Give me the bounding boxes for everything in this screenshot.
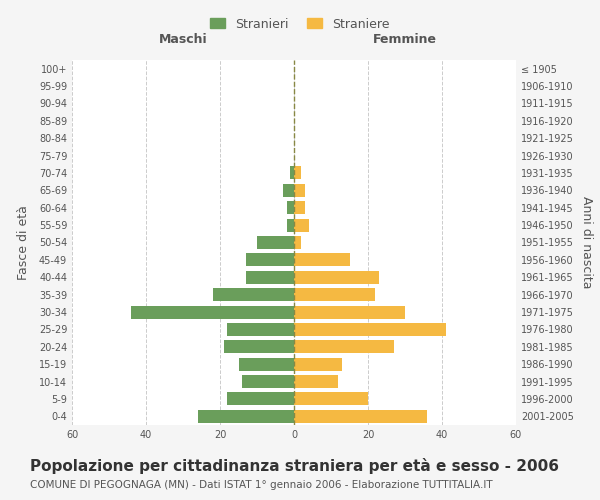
Bar	[294, 288, 376, 301]
Bar	[131, 306, 294, 318]
Bar	[239, 358, 294, 370]
Text: Maschi: Maschi	[158, 33, 208, 46]
Bar	[294, 375, 338, 388]
Bar	[294, 218, 309, 232]
Bar	[227, 392, 294, 406]
Bar	[287, 218, 294, 232]
Bar	[242, 375, 294, 388]
Bar	[246, 254, 294, 266]
Text: Popolazione per cittadinanza straniera per età e sesso - 2006: Popolazione per cittadinanza straniera p…	[30, 458, 559, 473]
Bar	[283, 184, 294, 197]
Bar	[294, 323, 446, 336]
Legend: Stranieri, Straniere: Stranieri, Straniere	[204, 11, 396, 37]
Bar	[294, 410, 427, 423]
Bar	[246, 270, 294, 284]
Bar	[227, 323, 294, 336]
Bar	[294, 306, 405, 318]
Bar	[294, 236, 301, 249]
Bar	[212, 288, 294, 301]
Bar	[198, 410, 294, 423]
Y-axis label: Fasce di età: Fasce di età	[17, 205, 31, 280]
Y-axis label: Anni di nascita: Anni di nascita	[580, 196, 593, 289]
Bar	[294, 270, 379, 284]
Text: COMUNE DI PEGOGNAGA (MN) - Dati ISTAT 1° gennaio 2006 - Elaborazione TUTTITALIA.: COMUNE DI PEGOGNAGA (MN) - Dati ISTAT 1°…	[30, 480, 493, 490]
Bar	[294, 201, 305, 214]
Bar	[290, 166, 294, 179]
Bar	[287, 201, 294, 214]
Text: Femmine: Femmine	[373, 33, 437, 46]
Bar	[224, 340, 294, 353]
Bar	[294, 166, 301, 179]
Bar	[294, 358, 342, 370]
Bar	[294, 254, 349, 266]
Bar	[294, 340, 394, 353]
Bar	[294, 184, 305, 197]
Bar	[294, 392, 368, 406]
Bar	[257, 236, 294, 249]
